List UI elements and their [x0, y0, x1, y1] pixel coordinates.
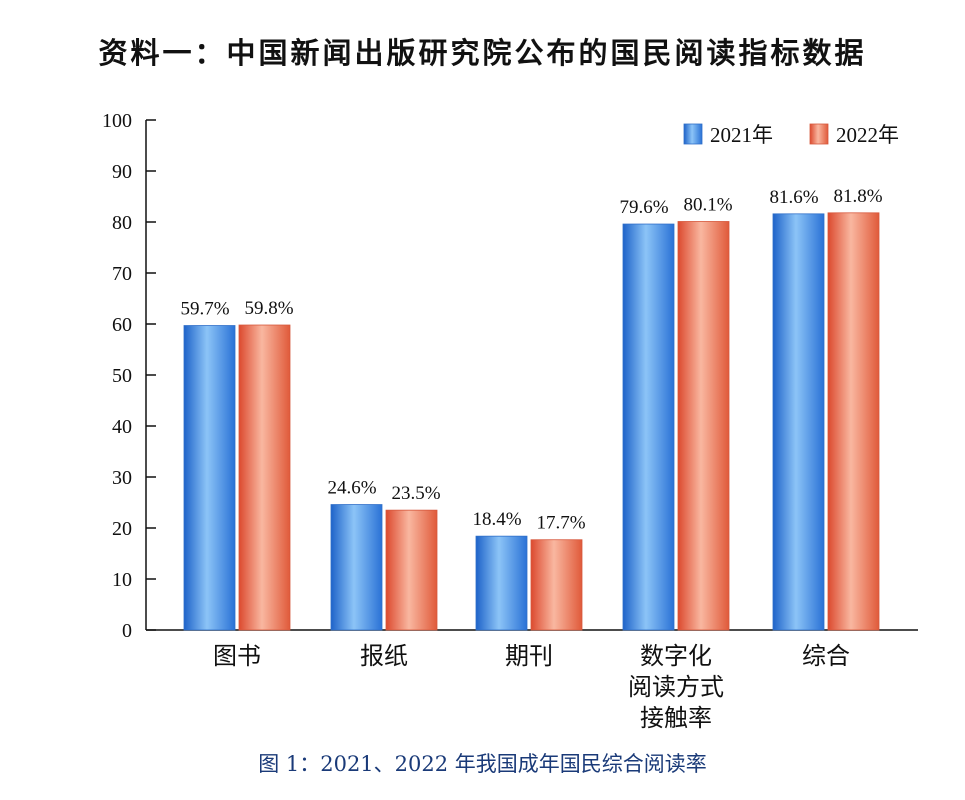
data-label: 24.6%	[327, 478, 376, 499]
y-tick-label: 100	[102, 110, 132, 132]
bar-series2	[385, 509, 438, 631]
x-tick-label: 报纸	[360, 642, 408, 670]
legend-label: 2022年	[836, 123, 899, 147]
data-label: 79.6%	[619, 197, 668, 218]
data-label: 23.5%	[391, 483, 440, 504]
figure-caption: 图 1：2021、2022 年我国成年国民综合阅读率	[258, 752, 707, 776]
data-label: 59.7%	[180, 299, 229, 320]
bar-series2	[677, 221, 730, 631]
y-tick-label: 30	[112, 467, 132, 489]
y-tick-label: 20	[112, 518, 132, 540]
data-label: 81.6%	[769, 187, 818, 208]
bar-series2	[530, 539, 583, 631]
bar-series1	[772, 213, 825, 631]
x-tick-label: 期刊	[505, 642, 553, 670]
y-tick-label: 50	[112, 365, 132, 387]
y-tick-label: 70	[112, 263, 132, 285]
y-tick-label: 10	[112, 569, 132, 591]
y-tick-label: 0	[122, 620, 132, 642]
x-tick-label: 接触率	[640, 704, 712, 732]
legend-label: 2021年	[710, 123, 773, 147]
y-tick-label: 90	[112, 161, 132, 183]
bar-series1	[330, 504, 383, 631]
legend-swatch	[683, 123, 703, 145]
bar-series1	[475, 535, 528, 631]
data-label: 59.8%	[244, 298, 293, 319]
legend-swatch	[809, 123, 829, 145]
x-tick-label: 图书	[213, 642, 261, 670]
bar-series1	[183, 325, 236, 631]
data-label: 80.1%	[683, 194, 732, 215]
x-tick-label: 综合	[802, 642, 850, 670]
data-label: 81.8%	[833, 186, 882, 207]
y-tick-label: 40	[112, 416, 132, 438]
bar-series2	[238, 324, 291, 631]
y-tick-label: 60	[112, 314, 132, 336]
x-tick-label: 阅读方式	[628, 673, 724, 701]
data-label: 18.4%	[472, 509, 521, 530]
chart-title: 资料一：中国新闻出版研究院公布的国民阅读指标数据	[98, 36, 867, 70]
bar-series2	[827, 212, 880, 631]
bars	[183, 212, 880, 631]
legend: 2021年 2022年	[683, 123, 899, 147]
x-tick-label: 数字化	[640, 642, 712, 670]
bar-series1	[622, 223, 675, 631]
data-label: 17.7%	[536, 513, 585, 534]
labels: 59.7% 59.8% 图书 24.6% 23.5% 报纸 18.4% 17.7% 期刊 79.6…	[180, 186, 882, 732]
bar-chart: 0 10 20 30 40 50 60 70 80 90 100 59.7% 59.8% 图书 24.6%…	[102, 110, 918, 732]
y-tick-label: 80	[112, 212, 132, 234]
